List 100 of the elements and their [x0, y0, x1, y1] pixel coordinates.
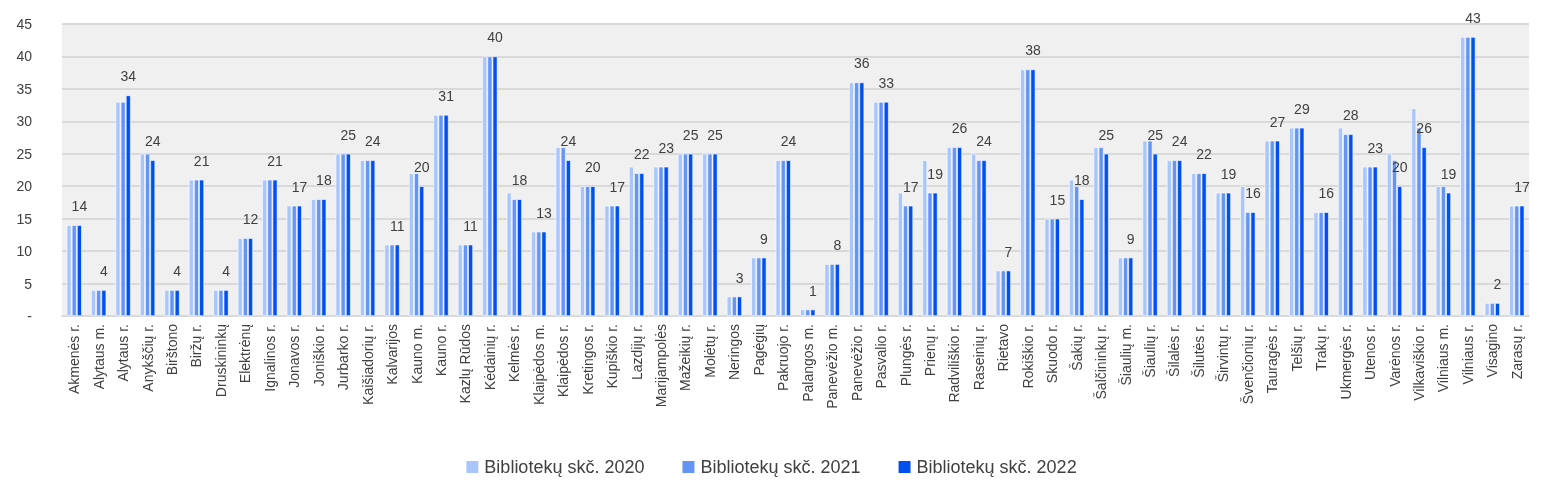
data-label: 19: [1440, 165, 1457, 182]
bar: [213, 290, 219, 316]
data-label: 24: [1171, 133, 1188, 150]
data-label: 17: [291, 178, 308, 195]
x-tick-label: Kazlų Rūdos: [457, 324, 474, 404]
x-tick-label: Vilkaviškio r.: [1410, 324, 1427, 401]
x-tick-label: Kėdainių r.: [481, 324, 498, 391]
data-label: 31: [438, 87, 455, 104]
y-tick-label: 5: [24, 275, 33, 292]
x-tick-label: Vilniaus r.: [1459, 324, 1476, 385]
data-label: 24: [144, 133, 161, 150]
data-label: 4: [222, 263, 231, 280]
x-tick-label: Šilutės r.: [1190, 324, 1207, 378]
x-tick-label: Radviliškio r.: [946, 324, 963, 403]
x-tick-label: Prienų r.: [921, 324, 938, 377]
data-label: 16: [1318, 185, 1335, 202]
data-label: 24: [976, 133, 993, 150]
x-tick-label: Marijampolės: [653, 324, 670, 408]
data-label: 17: [902, 178, 919, 195]
data-label: 27: [1269, 113, 1286, 130]
data-label: 25: [340, 126, 357, 143]
x-tick-label: Plungės r.: [897, 324, 914, 387]
legend-label: Bibliotekų skč. 2020: [484, 457, 645, 477]
x-tick-label: Utenos r.: [1362, 324, 1379, 381]
x-tick-label: Klaipėdos m.: [530, 324, 547, 405]
data-label: 25: [682, 126, 699, 143]
data-label: 1: [809, 282, 818, 299]
x-tick-label: Joniškio r.: [310, 324, 327, 387]
x-tick-label: Kauno m.: [408, 324, 425, 384]
bar: [751, 257, 757, 316]
x-tick-label: Ignalinos r.: [261, 324, 278, 392]
y-tick-label: 45: [16, 16, 33, 32]
x-tick-label: Elektrėnų: [237, 323, 254, 384]
data-label: 22: [633, 146, 650, 163]
x-tick-label: Raseinių r.: [970, 324, 987, 391]
data-label: 18: [511, 172, 528, 189]
data-label: 17: [609, 178, 626, 195]
x-tick-label: Panevėžio r.: [848, 324, 865, 402]
x-tick-label: Jonavos r.: [286, 324, 303, 388]
x-tick-label: Palangos m.: [799, 324, 816, 402]
data-label: 40: [487, 29, 504, 46]
x-tick-label: Telšių r.: [1288, 324, 1305, 372]
x-tick-label: Kretingos r.: [579, 324, 596, 395]
data-label: 23: [658, 139, 675, 156]
bar: [482, 56, 488, 316]
data-label: 9: [1126, 230, 1135, 247]
x-tick-label: Vilniaus m.: [1435, 324, 1452, 393]
bar: [1191, 173, 1197, 316]
data-label: 13: [536, 204, 552, 221]
x-tick-label: Birštono: [164, 323, 181, 376]
bar: [922, 160, 928, 316]
data-label: 43: [1465, 9, 1482, 26]
y-tick-label: -: [27, 308, 33, 324]
data-label: 33: [878, 74, 895, 91]
x-tick-label: Biržų r.: [188, 324, 205, 368]
data-label: 28: [1343, 107, 1359, 124]
data-label: 8: [833, 237, 842, 254]
data-label: 25: [707, 126, 724, 143]
data-label: 38: [1025, 42, 1041, 59]
data-label: 18: [316, 172, 332, 189]
data-label: 26: [1416, 120, 1433, 137]
data-label: 34: [120, 68, 137, 85]
data-label: 25: [1147, 126, 1164, 143]
bar: [1240, 186, 1246, 316]
data-label: 24: [365, 133, 381, 150]
x-tick-label: Skuodo r.: [1044, 324, 1061, 384]
x-tick-label: Alytaus r.: [115, 324, 132, 382]
data-label: 36: [854, 55, 870, 72]
x-tick-label: Mažeikių r.: [677, 324, 694, 391]
data-label: 7: [1004, 243, 1013, 260]
y-tick-label: 15: [16, 210, 33, 227]
data-label: 11: [463, 217, 479, 234]
y-tick-label: 40: [16, 48, 33, 65]
bar: [653, 166, 659, 316]
data-label: 4: [99, 263, 108, 280]
data-label: 25: [1098, 126, 1115, 143]
x-tick-label: Trakų r.: [1313, 324, 1330, 371]
bar: [164, 290, 170, 316]
x-tick-label: Kauno r.: [432, 324, 449, 377]
bar: [262, 179, 268, 316]
x-tick-label: Šakių r.: [1068, 324, 1085, 371]
data-label: 9: [760, 230, 769, 247]
y-tick-label: 30: [16, 113, 33, 130]
data-label: 22: [1196, 146, 1213, 163]
x-tick-label: Alytaus m.: [90, 324, 107, 390]
data-label: 14: [71, 198, 88, 215]
bar: [1460, 36, 1466, 316]
x-tick-label: Šiaulių r.: [1142, 324, 1159, 378]
data-label: 12: [242, 211, 259, 228]
x-tick-label: Jurbarko r.: [335, 324, 352, 391]
data-label: 4: [173, 263, 182, 280]
data-label: 26: [951, 120, 968, 137]
data-label: 24: [780, 133, 797, 150]
x-tick-label: Varėnos r.: [1386, 324, 1403, 387]
data-label: 21: [193, 152, 210, 169]
data-label: 16: [1245, 185, 1261, 202]
y-tick-label: 10: [16, 243, 33, 260]
x-tick-label: Lazdijų r.: [628, 324, 645, 381]
data-label: 2: [1493, 276, 1502, 293]
x-tick-label: Pagėgių: [750, 323, 767, 376]
